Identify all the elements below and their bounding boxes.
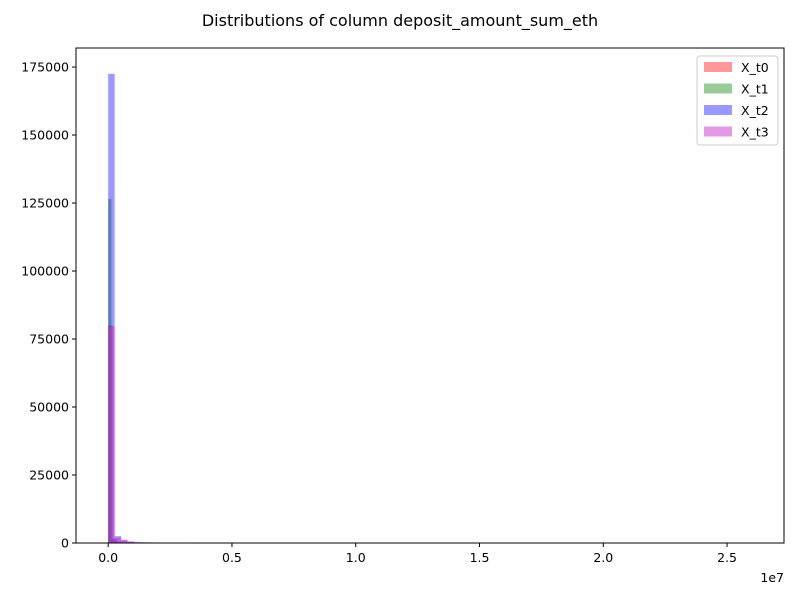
x-tick-label-2: 1.0 (346, 550, 366, 565)
legend: X_t0 X_t1 X_t2 X_t3 (696, 55, 779, 146)
legend-label-X_t2: X_t2 (741, 103, 769, 118)
legend-swatch-X_t0 (704, 62, 732, 72)
bar-X_t3-0 (108, 326, 115, 543)
plot-frame (75, 47, 785, 544)
legend-swatch-X_t1 (704, 83, 732, 94)
y-axis: 0 25000 50000 75000 100000 125000 150000 175000 (21, 60, 76, 551)
x-tick-label-0: 0.0 (98, 550, 118, 565)
bar-X_t3-2 (121, 539, 128, 543)
y-tick-label-0: 0 (61, 536, 69, 551)
y-tick-label-6: 150000 (21, 128, 69, 143)
legend-swatch-X_t3 (704, 126, 732, 137)
y-tick-label-1: 25000 (29, 468, 69, 483)
x-tick-label-3: 1.5 (470, 550, 490, 565)
legend-label-X_t3: X_t3 (741, 125, 769, 140)
x-tick-label-5: 2.5 (717, 550, 737, 565)
legend-box (696, 55, 779, 146)
y-tick-label-4: 100000 (21, 264, 69, 279)
legend-label-X_t1: X_t1 (741, 82, 769, 97)
bar-X_t2-0 (108, 73, 115, 543)
chart-title: Distributions of column deposit_amount_s… (202, 11, 598, 31)
x-tick-label-1: 0.5 (222, 550, 242, 565)
bar-X_t3-3 (127, 541, 134, 543)
y-tick-label-5: 125000 (21, 196, 69, 211)
legend-label-X_t0: X_t0 (741, 60, 769, 75)
x-axis: 0.0 0.5 1.0 1.5 2.0 2.5 (98, 543, 737, 565)
x-tick-label-4: 2.0 (593, 550, 613, 565)
bar-X_t3-4 (133, 541, 141, 543)
bar-X_t3-1 (114, 537, 122, 543)
y-tick-label-2: 50000 (29, 400, 69, 415)
y-tick-label-3: 75000 (29, 332, 69, 347)
y-tick-label-7: 175000 (21, 60, 69, 75)
x-axis-offset-label: 1e7 (760, 570, 784, 585)
legend-swatch-X_t2 (704, 105, 732, 115)
